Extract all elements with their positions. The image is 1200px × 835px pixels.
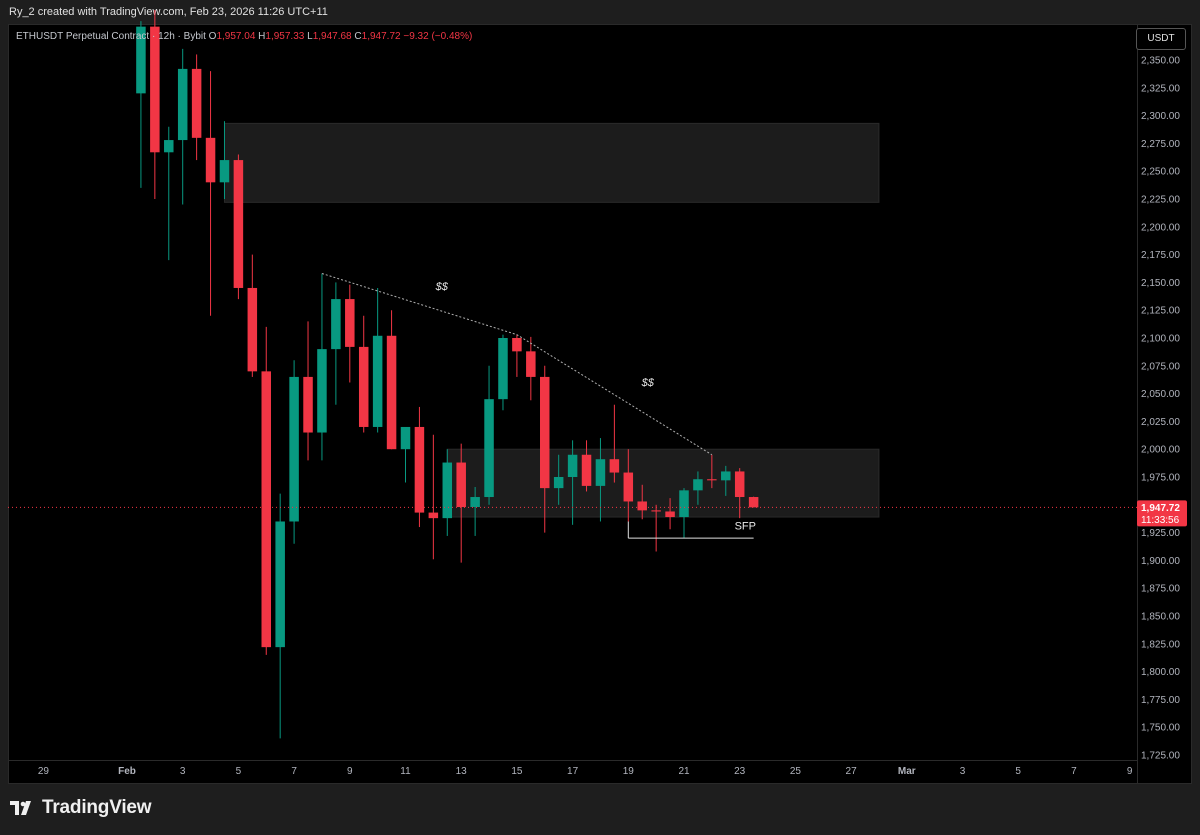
time-axis-divider (8, 760, 1137, 761)
attribution-bar: Ry_2 created with TradingView.com, Feb 2… (0, 0, 1200, 24)
tradingview-wordmark: TradingView (42, 797, 152, 818)
chart-frame[interactable] (8, 24, 1192, 784)
high-label: H (258, 31, 266, 42)
open-value: 1,957.04 (216, 31, 256, 42)
symbol-legend: ETHUSDT Perpetual Contract · 12h · Bybit… (16, 31, 472, 42)
open-label: O (208, 31, 217, 42)
footer-bar (0, 784, 1200, 835)
currency-button[interactable]: USDT (1136, 28, 1186, 50)
low-value: 1,947.68 (312, 31, 352, 42)
symbol-name: ETHUSDT Perpetual Contract · 12h · Bybit (16, 31, 206, 42)
close-label: C (354, 31, 362, 42)
close-value: 1,947.72 (361, 31, 401, 42)
tradingview-logo: TradingView (10, 797, 152, 819)
low-label: L (307, 31, 313, 42)
tradingview-logo-icon (10, 801, 31, 815)
price-axis-divider (1137, 24, 1138, 784)
high-value: 1,957.33 (265, 31, 305, 42)
change-value: −9.32 (−0.48%) (403, 31, 473, 42)
attribution-text: Ry_2 created with TradingView.com, Feb 2… (9, 6, 328, 18)
